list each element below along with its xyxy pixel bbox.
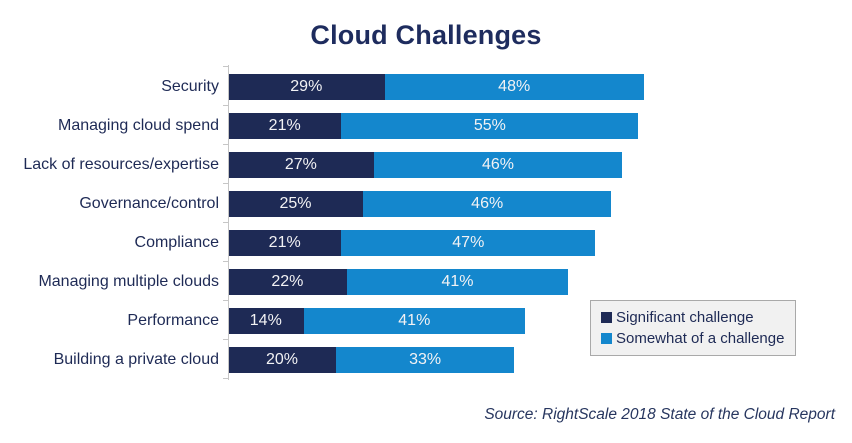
bar-track: 22% 41%	[228, 268, 569, 295]
bar-track: 20% 33%	[228, 346, 515, 373]
bar-row: Building a private cloud 20% 33%	[0, 340, 852, 379]
legend-item: Significant challenge	[601, 309, 785, 326]
bar-rows: Security 29% 48% Managing cloud spend 21% 55%…	[0, 67, 852, 379]
category-label: Managing multiple clouds	[38, 272, 219, 290]
chart-title: Cloud Challenges	[310, 20, 542, 50]
segment-value: 46%	[481, 155, 514, 173]
legend-swatch-icon	[601, 333, 612, 344]
segment-value: 41%	[398, 311, 431, 329]
category-label: Governance/control	[79, 194, 219, 212]
axis-tick	[223, 378, 228, 379]
significant-segment: 22%	[228, 268, 347, 295]
y-axis-line	[228, 65, 229, 380]
somewhat-segment: 55%	[341, 112, 639, 139]
significant-segment: 21%	[228, 229, 342, 256]
bar-row: Lack of resources/expertise 27% 46%	[0, 145, 852, 184]
bar-track: 29% 48%	[228, 73, 644, 100]
significant-segment: 27%	[228, 151, 374, 178]
bar-row: Security 29% 48%	[0, 67, 852, 106]
axis-tick	[223, 339, 228, 340]
segment-value: 22%	[271, 272, 304, 290]
segment-value: 14%	[249, 311, 282, 329]
category-label: Building a private cloud	[53, 350, 219, 368]
category-label: Managing cloud spend	[57, 116, 219, 134]
somewhat-segment: 33%	[336, 346, 515, 373]
bar-track: 27% 46%	[228, 151, 623, 178]
significant-segment: 21%	[228, 112, 342, 139]
segment-value: 46%	[471, 194, 504, 212]
somewhat-segment: 47%	[341, 229, 596, 256]
somewhat-segment: 46%	[373, 151, 623, 178]
segment-value: 21%	[268, 233, 301, 251]
segment-value: 55%	[473, 116, 506, 134]
bar-track: 21% 55%	[228, 112, 639, 139]
somewhat-segment: 41%	[303, 307, 525, 334]
bar-row: Managing multiple clouds 22% 41%	[0, 262, 852, 301]
category-label: Performance	[127, 311, 219, 329]
category-label: Lack of resources/expertise	[23, 155, 219, 173]
axis-tick	[223, 183, 228, 184]
bar-row: Governance/control 25% 46%	[0, 184, 852, 223]
legend: Significant challenge Somewhat of a chall…	[590, 300, 796, 356]
category-label: Security	[161, 77, 219, 95]
bar-row: Performance 14% 41%	[0, 301, 852, 340]
axis-tick	[223, 261, 228, 262]
bar-track: 25% 46%	[228, 190, 612, 217]
segment-value: 47%	[452, 233, 485, 251]
somewhat-segment: 48%	[384, 73, 644, 100]
segment-value: 20%	[265, 350, 299, 368]
bar-track: 21% 47%	[228, 229, 596, 256]
axis-tick	[223, 222, 228, 223]
legend-label: Significant challenge	[616, 309, 754, 326]
significant-segment: 25%	[228, 190, 363, 217]
bar-track: 14% 41%	[228, 307, 525, 334]
segment-value: 21%	[268, 116, 301, 134]
segment-value: 48%	[498, 77, 531, 95]
segment-value: 27%	[284, 155, 317, 173]
segment-value: 25%	[279, 194, 312, 212]
axis-tick	[223, 300, 228, 301]
somewhat-segment: 41%	[346, 268, 569, 295]
legend-label: Somewhat of a challenge	[616, 330, 785, 347]
legend-swatch-icon	[601, 312, 612, 323]
category-label: Compliance	[134, 233, 219, 251]
somewhat-segment: 46%	[363, 190, 612, 217]
significant-segment: 29%	[228, 73, 385, 100]
bar-row: Compliance 21% 47%	[0, 223, 852, 262]
segment-value: 29%	[290, 77, 323, 95]
source-caption: Source: RightScale 2018 State of the Clo…	[484, 406, 835, 423]
bar-row: Managing cloud spend 21% 55%	[0, 106, 852, 145]
axis-tick	[223, 144, 228, 145]
significant-segment: 14%	[228, 307, 304, 334]
axis-tick	[223, 66, 228, 67]
axis-tick	[223, 105, 228, 106]
significant-segment: 20%	[228, 346, 336, 373]
segment-value: 41%	[441, 272, 474, 290]
legend-item: Somewhat of a challenge	[601, 330, 785, 347]
segment-value: 33%	[409, 350, 442, 368]
